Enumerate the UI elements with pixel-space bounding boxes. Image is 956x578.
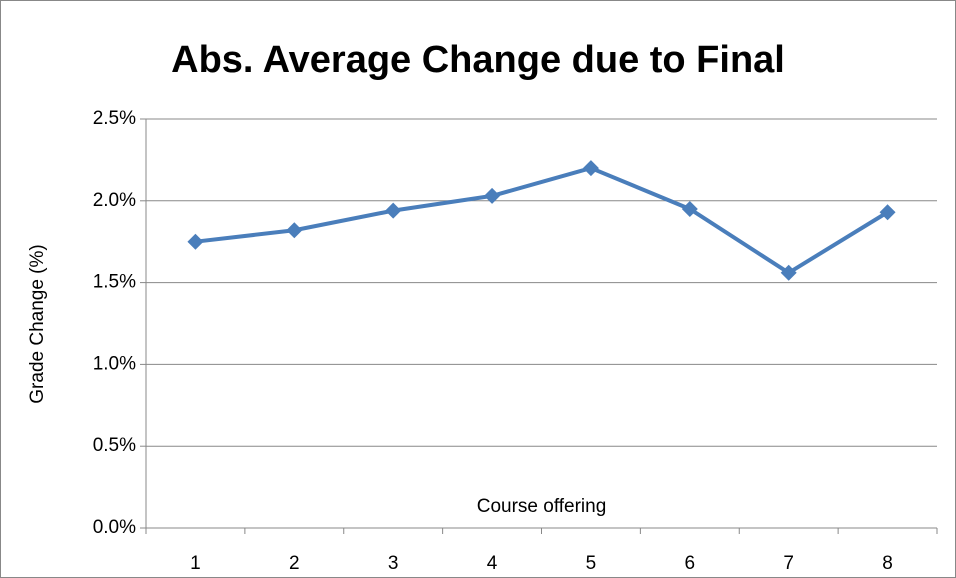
data-point <box>385 202 402 219</box>
data-point <box>681 200 698 217</box>
x-tick-label: 4 <box>487 553 498 574</box>
data-point <box>484 187 501 204</box>
data-point <box>286 222 303 239</box>
series-line <box>195 166 889 275</box>
y-tick-label: 1.5% <box>93 272 136 293</box>
x-tick-label: 6 <box>685 553 696 574</box>
x-axis-label: Course offering <box>477 496 607 517</box>
data-point <box>187 233 204 250</box>
x-tick-label: 7 <box>783 553 794 574</box>
y-tick-label: 0.0% <box>93 517 136 538</box>
chart-title: Abs. Average Change due to Final <box>171 39 785 81</box>
data-point <box>879 204 896 221</box>
x-tick-label: 8 <box>882 553 893 574</box>
x-tick-label: 2 <box>289 553 300 574</box>
data-point <box>780 264 797 281</box>
y-axis-label: Grade Change (%) <box>27 244 48 403</box>
x-tick-label: 1 <box>190 553 201 574</box>
y-tick-label: 2.0% <box>93 190 136 211</box>
x-tick-label: 3 <box>388 553 399 574</box>
y-tick-label: 0.5% <box>93 435 136 456</box>
data-point <box>582 160 599 177</box>
y-tick-label: 1.0% <box>93 353 136 374</box>
y-tick-label: 2.5% <box>93 108 136 129</box>
x-tick-label: 5 <box>586 553 597 574</box>
